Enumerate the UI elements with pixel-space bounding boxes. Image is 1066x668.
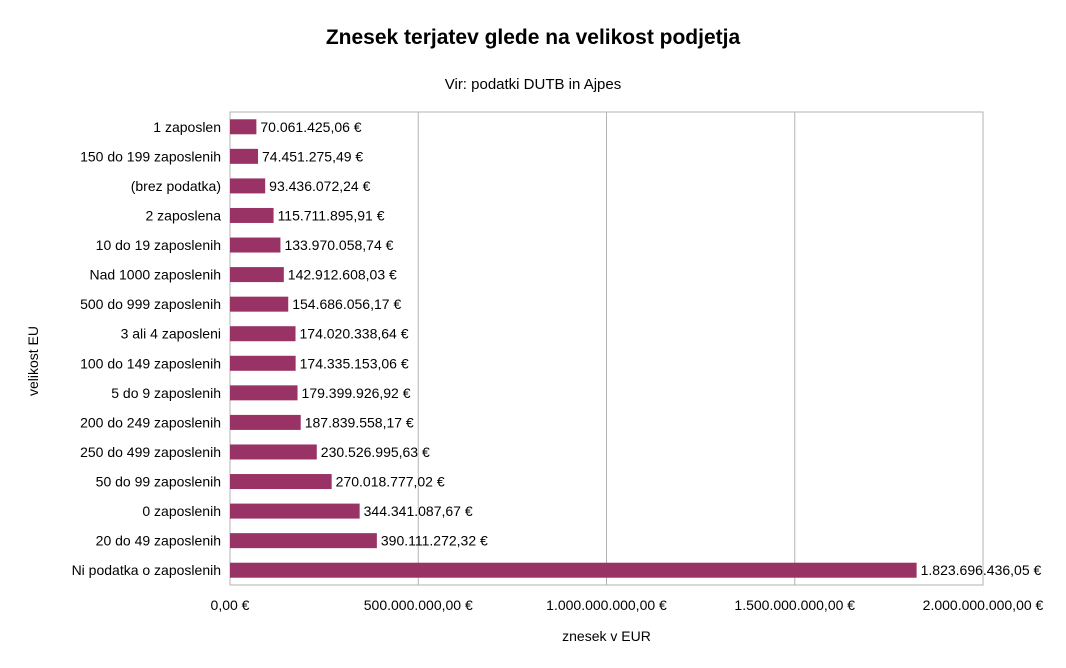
category-label: 500 do 999 zaposlenih	[80, 296, 221, 312]
data-label: 93.436.072,24 €	[269, 178, 370, 194]
category-label: 100 do 149 zaposlenih	[80, 355, 221, 371]
category-label: 200 do 249 zaposlenih	[80, 414, 221, 430]
data-label: 174.020.338,64 €	[300, 326, 409, 342]
data-label: 230.526.995,63 €	[321, 444, 430, 460]
category-label: 150 do 199 zaposlenih	[80, 148, 221, 164]
chart-title: Znesek terjatev glede na velikost podjet…	[325, 26, 741, 49]
data-label: 70.061.425,06 €	[260, 119, 361, 135]
data-label: 1.823.696.436,05 €	[921, 562, 1042, 578]
bar	[230, 148, 259, 164]
category-label: 1 zaposlen	[153, 119, 221, 135]
x-tick-label: 1.000.000.000,00 €	[546, 597, 667, 613]
category-label: (brez podatka)	[131, 178, 221, 194]
data-label: 74.451.275,49 €	[262, 148, 363, 164]
data-label: 344.341.087,67 €	[364, 503, 473, 519]
data-label: 115.711.895,91 €	[278, 207, 385, 223]
category-label: 5 do 9 zaposlenih	[111, 385, 221, 401]
data-label: 174.335.153,06 €	[300, 355, 409, 371]
category-label: 3 ali 4 zaposleni	[121, 326, 221, 342]
bar	[230, 237, 281, 253]
bar	[230, 355, 296, 371]
x-axis-label: znesek v EUR	[562, 628, 651, 644]
bar	[230, 444, 317, 460]
data-label: 390.111.272,32 €	[381, 533, 488, 549]
y-axis-label: velikost EU	[25, 325, 41, 397]
category-label: 20 do 49 zaposlenih	[96, 533, 221, 549]
plot-frame	[229, 111, 984, 586]
x-tick-label: 1.500.000.000,00 €	[734, 597, 855, 613]
category-label: Nad 1000 zaposlenih	[89, 267, 221, 283]
x-tick-label: 500.000.000,00 €	[364, 597, 473, 613]
category-label: 2 zaposlena	[145, 207, 221, 223]
bar	[230, 385, 298, 401]
data-label: 270.018.777,02 €	[336, 474, 445, 490]
bar	[230, 562, 917, 578]
category-label: 250 do 499 zaposlenih	[80, 444, 221, 460]
data-label: 179.399.926,92 €	[302, 385, 411, 401]
chart-subtitle: Vir: podatki DUTB in Ajpes	[444, 76, 622, 93]
bar	[230, 296, 289, 312]
category-label: 50 do 99 zaposlenih	[96, 474, 221, 490]
bar	[230, 503, 360, 519]
bar	[230, 267, 284, 283]
data-label: 133.970.058,74 €	[284, 237, 393, 253]
data-label: 154.686.056,17 €	[292, 296, 401, 312]
category-label: 10 do 19 zaposlenih	[96, 237, 221, 253]
bar	[230, 326, 296, 342]
category-label: 0 zaposlenih	[142, 503, 221, 519]
category-label: Ni podatka o zaposlenih	[72, 562, 221, 578]
bar	[230, 119, 257, 135]
x-tick-label: 2.000.000.000,00 €	[923, 597, 1044, 613]
data-label: 142.912.608,03 €	[288, 267, 397, 283]
bar	[230, 474, 332, 490]
data-label: 187.839.558,17 €	[305, 414, 414, 430]
x-tick-label: 0,00 €	[211, 597, 250, 613]
bar	[230, 533, 377, 549]
bar	[230, 414, 301, 430]
bar	[230, 178, 266, 194]
bar	[230, 207, 274, 223]
